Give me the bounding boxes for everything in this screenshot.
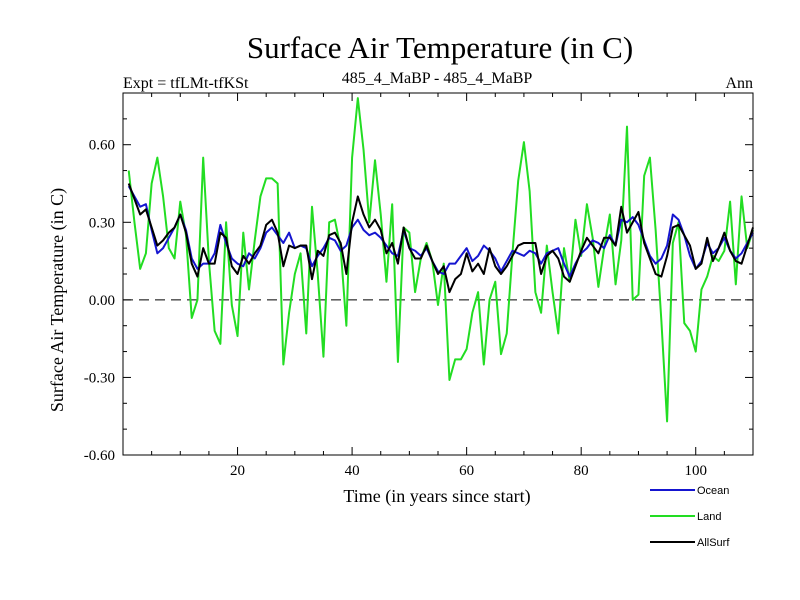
x-tick-label: 100 [684, 463, 707, 479]
season-label: Ann [725, 75, 753, 92]
x-tick-label: 80 [574, 463, 589, 479]
x-axis-label: Time (in years since start) [343, 486, 530, 507]
legend-label-land: Land [697, 511, 721, 523]
y-tick-label: -0.60 [84, 448, 115, 464]
y-tick-label: 0.60 [89, 138, 115, 154]
chart-title: Surface Air Temperature (in C) [247, 30, 633, 65]
x-tick-label: 60 [459, 463, 474, 479]
legend-label-allsurf: AllSurf [697, 537, 730, 549]
series-layer [127, 97, 754, 423]
tick-labels: 20 40 60 80 100 -0.60 -0.30 0.00 0.30 0.60 [84, 138, 707, 479]
legend: Ocean Land AllSurf [650, 485, 730, 549]
y-tick-label: 0.00 [89, 293, 115, 309]
series-line-land [127, 97, 754, 423]
period-label: 485_4_MaBP - 485_4_MaBP [342, 70, 533, 87]
legend-label-ocean: Ocean [697, 485, 729, 497]
series-line-allsurf [127, 183, 754, 294]
x-tick-label: 40 [345, 463, 360, 479]
y-tick-label: -0.30 [84, 370, 115, 386]
plot-frame [122, 92, 754, 456]
series-line-ocean [127, 185, 754, 278]
experiment-label: Expt = tfLMt-tfKSt [123, 75, 249, 92]
x-tick-label: 20 [230, 463, 245, 479]
y-tick-label: 0.30 [89, 215, 115, 231]
y-axis-label: Surface Air Temperature (in C) [47, 188, 68, 412]
axis-ticks [123, 93, 753, 455]
